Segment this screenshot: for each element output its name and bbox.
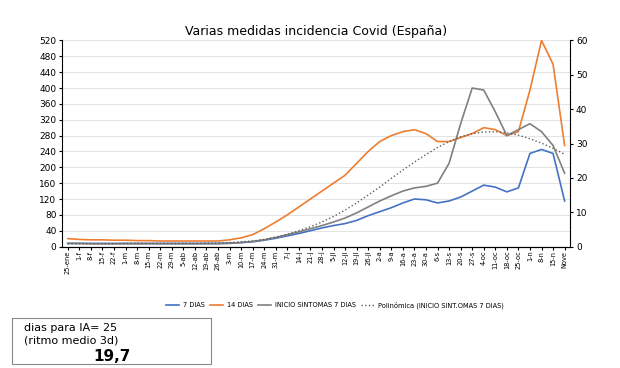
Text: dias para IA= 25: dias para IA= 25	[24, 323, 117, 333]
Legend: 7 DIAS, 14 DIAS, INICIO SINTOMAS 7 DIAS, Polinómica (INICIO SINT.OMAS 7 DIAS): 7 DIAS, 14 DIAS, INICIO SINTOMAS 7 DIAS,…	[164, 298, 506, 311]
Text: 19,7: 19,7	[93, 348, 130, 364]
Title: Varias medidas incidencia Covid (España): Varias medidas incidencia Covid (España)	[185, 25, 447, 38]
Text: (ritmo medio 3d): (ritmo medio 3d)	[24, 335, 118, 346]
FancyBboxPatch shape	[12, 318, 211, 364]
